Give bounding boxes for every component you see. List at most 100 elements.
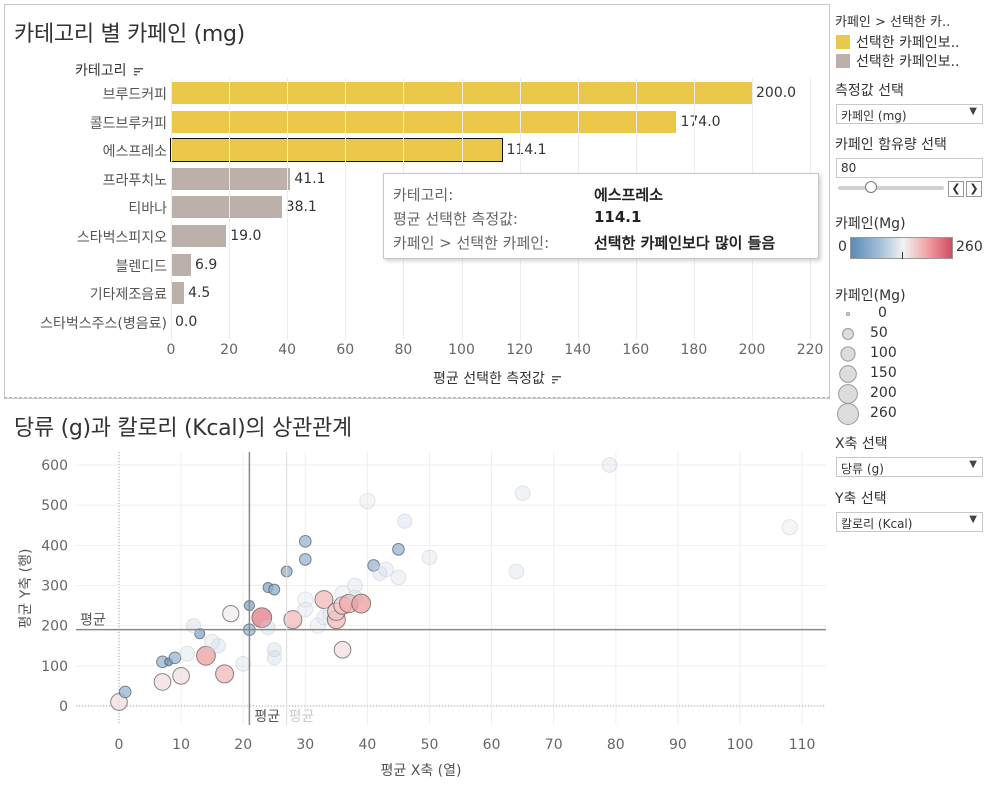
category-label[interactable]: 콜드브루커피 (89, 115, 167, 132)
scatter-point[interactable] (251, 607, 273, 629)
scatter-point[interactable] (118, 685, 132, 699)
bar[interactable] (171, 253, 192, 276)
scatter-point[interactable] (314, 590, 334, 610)
scatter-point[interactable] (179, 645, 196, 662)
scatter-y-axis-label: 평균 Y축 (행) (18, 549, 34, 629)
category-label[interactable]: 블렌디드 (115, 258, 167, 275)
sort-icon[interactable] (552, 374, 562, 384)
size-legend-label: 0 (878, 305, 887, 321)
bar[interactable] (171, 110, 677, 133)
category-label[interactable]: 프라푸치노 (102, 172, 167, 189)
scatter-plot[interactable]: 0 10 20 30 40 50 60 70 80 90 100 110 0 100 200 300 400 50… (0, 440, 830, 792)
caffeine-amount-input[interactable]: 80 (836, 158, 983, 178)
bar-x-axis-label[interactable]: 평균 선택한 측정값 (433, 368, 562, 388)
category-label[interactable]: 스타벅스주스(병음료) (40, 315, 167, 332)
scatter-point[interactable] (298, 534, 312, 548)
chevron-down-icon: ▼ (969, 514, 977, 525)
bar-value-label: 41.1 (294, 170, 326, 187)
x-tick-label: 200 (738, 342, 766, 358)
scatter-point[interactable] (266, 650, 282, 666)
scatter-point[interactable] (359, 493, 376, 510)
category-label[interactable]: 티바나 (128, 201, 167, 218)
scatter-point[interactable] (204, 633, 221, 650)
scatter-point[interactable] (781, 519, 798, 536)
scatter-point[interactable] (260, 620, 276, 636)
panel-divider (4, 397, 830, 398)
category-label[interactable]: 에스프레소 (102, 144, 167, 161)
bar[interactable] (171, 282, 185, 305)
category-label[interactable]: 기타제조음료 (89, 287, 167, 304)
bar[interactable] (171, 225, 227, 247)
legend-item-below[interactable]: 선택한 카페인보.. (856, 54, 960, 70)
x-tick-label: 30 (296, 737, 314, 753)
x-axis-select-title: X축 선택 (835, 436, 888, 452)
x-tick-label: 80 (394, 342, 413, 358)
scatter-point[interactable] (392, 543, 405, 556)
y-tick-label: 500 (41, 498, 68, 514)
legend-swatch-below[interactable] (836, 54, 850, 68)
x-tick-label: 220 (796, 342, 824, 358)
tooltip-value: 에스프레소 (594, 186, 664, 204)
size-legend-label: 260 (870, 405, 897, 421)
x-tick-label: 40 (278, 342, 297, 358)
legend-item-above[interactable]: 선택한 카페인보.. (856, 35, 960, 51)
scatter-point[interactable] (390, 569, 407, 586)
category-header-label: 카테고리 (75, 63, 127, 79)
chevron-left-icon: ❮ (951, 182, 961, 195)
sort-icon[interactable] (133, 66, 144, 76)
scatter-point[interactable] (508, 563, 525, 580)
tooltip-key: 평균 선택한 측정값: (393, 210, 518, 228)
scatter-point[interactable] (514, 485, 531, 501)
scatter-point[interactable] (297, 601, 314, 618)
legend-swatch-above[interactable] (836, 35, 850, 49)
y-mean-label: 평균 (80, 613, 106, 629)
x-tick-label: 90 (669, 737, 687, 753)
measure-select-value: 카페인 (mg) (841, 109, 907, 123)
size-legend-title: 카페인(Mg) (835, 288, 906, 304)
y-axis-select-dropdown[interactable]: 칼로리 (Kcal) ▼ (836, 512, 983, 532)
scatter-point[interactable] (153, 673, 172, 691)
bar[interactable] (171, 167, 291, 190)
bar[interactable] (171, 196, 282, 219)
y-tick-label: 100 (41, 659, 68, 675)
scatter-point[interactable] (298, 553, 312, 566)
category-label[interactable]: 브루드커피 (102, 87, 167, 103)
measure-select-dropdown[interactable]: 카페인 (mg) ▼ (836, 104, 983, 124)
scatter-point[interactable] (235, 655, 252, 672)
bar[interactable] (169, 138, 504, 163)
bar-value-label: 6.9 (195, 256, 218, 273)
caffeine-amount-title: 카페인 함유량 선택 (835, 137, 947, 153)
x-axis-select-dropdown[interactable]: 당류 (g) ▼ (836, 457, 983, 477)
slider-next-button[interactable]: ❯ (966, 181, 982, 197)
slider-prev-button[interactable]: ❮ (948, 181, 964, 197)
caffeine-slider-track[interactable] (838, 186, 944, 190)
scatter-point[interactable] (268, 583, 281, 596)
y-axis-select-title: Y축 선택 (835, 491, 887, 507)
bar-value-label: 38.1 (285, 199, 317, 216)
scatter-point[interactable] (215, 664, 235, 684)
scatter-point[interactable] (283, 610, 303, 630)
scatter-point[interactable] (172, 667, 190, 685)
x-tick-label: 70 (545, 737, 563, 753)
category-label[interactable]: 스타벅스피지오 (76, 230, 167, 246)
gradient-max-label: 260 (956, 239, 983, 255)
size-legend-label: 150 (870, 365, 897, 381)
scatter-point[interactable] (168, 651, 182, 665)
x-tick-label: 180 (680, 342, 708, 358)
scatter-point[interactable] (333, 640, 352, 659)
size-legend-circle (838, 384, 858, 404)
scatter-point[interactable] (222, 605, 240, 623)
scatter-point[interactable] (601, 457, 618, 473)
caffeine-slider-thumb[interactable] (864, 181, 877, 193)
scatter-point[interactable] (185, 618, 202, 634)
color-legend-title: 카페인 > 선택한 카.. (835, 15, 951, 30)
scatter-point[interactable] (266, 642, 282, 658)
x-mean-label-faded: 평균 (289, 709, 315, 725)
size-legend-circle (846, 312, 850, 316)
scatter-point[interactable] (347, 577, 363, 594)
scatter-point[interactable] (378, 561, 394, 578)
scatter-point[interactable] (351, 593, 372, 614)
scatter-point[interactable] (421, 549, 438, 566)
category-header[interactable]: 카테고리 (75, 60, 144, 80)
scatter-point[interactable] (397, 513, 413, 529)
